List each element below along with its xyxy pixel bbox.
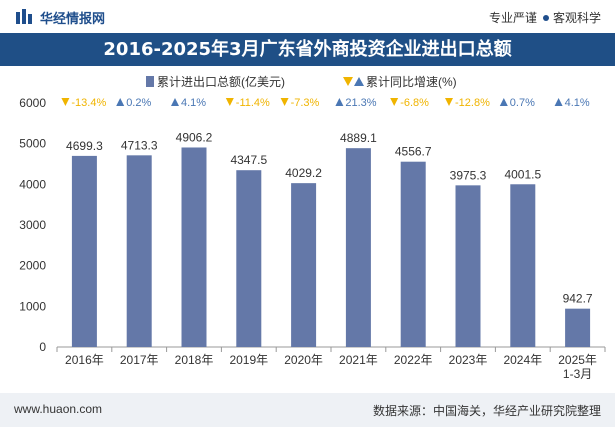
x-tick-label: 2024年 <box>503 353 542 367</box>
bar-value-label: 4699.3 <box>66 139 103 153</box>
growth-up-triangle-icon <box>335 98 344 106</box>
x-tick-label: 2017年 <box>120 353 159 367</box>
growth-label: -7.3% <box>291 97 320 109</box>
chart-title: 2016-2025年3月广东省外商投资企业进出口总额 <box>103 39 512 60</box>
x-tick-label: 2023年 <box>449 353 488 367</box>
legend-growth-label: 累计同比增速(%) <box>366 75 457 89</box>
legend-up-triangle-icon <box>354 77 364 86</box>
brand-name: 华经情报网 <box>40 11 106 26</box>
bar-value-label: 3975.3 <box>450 168 487 182</box>
growth-label: -12.8% <box>455 97 490 109</box>
tagline: 专业严谨 客观科学 <box>489 9 601 26</box>
x-tick-label: 2016年 <box>65 353 104 367</box>
growth-down-triangle-icon <box>445 98 453 106</box>
data-source: 数据来源：中国海关，华经产业研究院整理 <box>372 404 601 418</box>
chart: 累计进出口总额(亿美元) 累计同比增速(%) 0 1000 2000 3000 4000… <box>19 74 606 381</box>
y-tick-label: 0 <box>39 340 46 354</box>
growth-down-triangle-icon <box>280 98 289 106</box>
bar <box>71 155 97 347</box>
footer: www.huaon.com 数据来源：中国海关，华经产业研究院整理 <box>0 393 615 427</box>
y-tick-label: 3000 <box>19 218 46 232</box>
x-tick-label: 2025年 1-3月 <box>558 353 597 381</box>
bar-value-label: 942.7 <box>563 292 593 306</box>
y-tick-label: 4000 <box>19 177 46 191</box>
bar-value-label: 4347.5 <box>230 153 267 167</box>
bars <box>71 147 591 347</box>
bar <box>565 308 591 347</box>
bar <box>236 170 262 347</box>
y-tick-label: 6000 <box>19 96 46 110</box>
growth-label: 4.1% <box>565 97 590 109</box>
bar <box>510 184 536 347</box>
legend-bar-swatch-icon <box>146 76 154 87</box>
bar-value-label: 4001.5 <box>504 167 541 181</box>
bar <box>181 147 207 347</box>
growth-label: 0.2% <box>126 97 151 109</box>
y-tick-label: 5000 <box>19 137 46 151</box>
growth-down-triangle-icon <box>390 98 399 106</box>
growth-up-triangle-icon <box>554 98 563 106</box>
data-labels: 4699.3 4713.3 4906.2 4347.5 4029.2 4889.1 4556… <box>66 130 593 305</box>
top-bar: 华经情报网 专业严谨 客观科学 <box>0 0 615 33</box>
tagline-left: 专业严谨 <box>488 11 537 25</box>
bar <box>291 183 317 347</box>
website-link[interactable]: www.huaon.com <box>14 402 103 416</box>
bar-value-label: 4906.2 <box>176 130 213 144</box>
growth-up-triangle-icon <box>499 98 508 106</box>
x-tick-label: 2022年 <box>394 353 433 367</box>
y-tick-label: 2000 <box>19 259 46 273</box>
bar <box>126 155 152 347</box>
legend: 累计进出口总额(亿美元) 累计同比增速(%) <box>146 74 457 89</box>
growth-label: 21.3% <box>345 97 376 109</box>
growth-down-triangle-icon <box>61 98 70 106</box>
bar <box>455 185 481 347</box>
bullet-dot-icon <box>542 15 549 22</box>
x-tick-label: 2018年 <box>175 353 214 367</box>
growth-label: -11.4% <box>236 97 270 109</box>
growth-label: -6.8% <box>400 97 429 109</box>
bar-value-label: 4029.2 <box>285 166 322 180</box>
bar-value-label: 4713.3 <box>121 138 158 152</box>
growth-up-triangle-icon <box>171 98 179 106</box>
x-tick-label: 2019年 <box>229 353 268 367</box>
growth-label: -13.4% <box>71 97 106 109</box>
x-tick-label: 2020年 <box>284 353 323 367</box>
growth-label: 4.1% <box>181 97 206 109</box>
bar-value-label: 4889.1 <box>340 131 377 145</box>
x-tick-label: 2021年 <box>339 353 378 367</box>
y-tick-label: 1000 <box>19 299 46 313</box>
tagline-right: 客观科学 <box>552 11 601 25</box>
growth-down-triangle-icon <box>225 98 234 106</box>
growth-up-triangle-icon <box>116 98 125 106</box>
legend-bar-label: 累计进出口总额(亿美元) <box>157 74 285 89</box>
legend-down-triangle-icon <box>343 77 353 86</box>
bar-value-label: 4556.7 <box>395 145 432 159</box>
growth-label: 0.7% <box>510 97 535 109</box>
bar <box>345 148 371 347</box>
growth-row: -13.4% 0.2% 4.1% -11.4% -7.3% 21.3% -6.8% -12.8… <box>61 97 590 109</box>
chart-title-bar: 2016-2025年3月广东省外商投资企业进出口总额 <box>0 33 615 66</box>
x-tick-labels: 2016年 2017年 2018年 2019年 2020年 2021年 2022年 2023年… <box>65 353 597 381</box>
brand-logo-icon <box>16 9 32 24</box>
bar <box>400 161 426 347</box>
